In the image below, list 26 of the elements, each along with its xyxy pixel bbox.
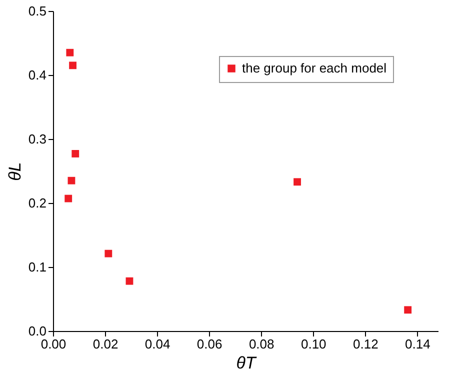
x-tick-label: 0.12 [353,336,378,352]
point [72,150,80,158]
y-tick-label: 0.1 [28,260,46,274]
point [64,194,72,202]
point [294,178,301,186]
point [66,48,74,56]
legend-label: the group for each model [242,60,387,76]
x-tick-label: 0.10 [300,336,326,352]
y-tick-label: 0.5 [28,4,46,18]
x-tick-label: 0.08 [248,336,274,352]
x-tick-label: 0.14 [405,336,430,352]
y-tick-label: 0.0 [28,324,46,338]
y-tick-label: 0.2 [28,196,46,210]
x-tick-label: 0.00 [40,336,66,352]
point [404,306,412,314]
point [104,250,112,258]
x-axis-title: θT [236,354,258,372]
y-axis-title: θL [5,162,24,181]
x-tick-label: 0.04 [144,336,170,352]
point [69,62,76,70]
y-tick-label: 0.3 [28,132,46,146]
point [126,277,134,285]
y-tick-label: 0.4 [28,68,46,82]
point [68,176,76,184]
x-tick-label: 0.02 [92,336,118,352]
x-tick-label: 0.06 [196,336,222,352]
